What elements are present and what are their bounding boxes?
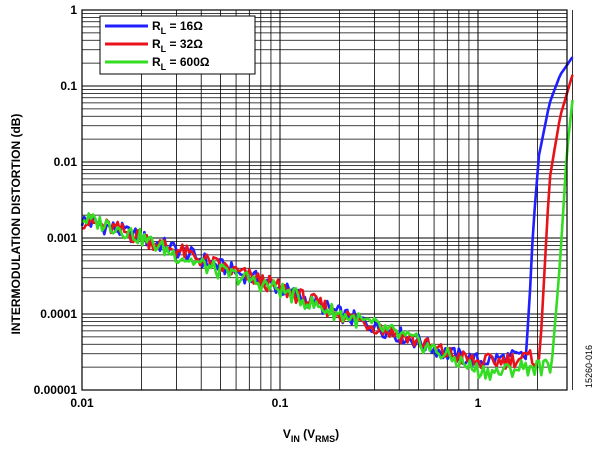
y-tick-label: 0.00001 (34, 383, 78, 397)
y-tick-label: 0.0001 (40, 307, 77, 321)
y-tick-label: 0.001 (47, 231, 77, 245)
y-tick-label: 0.01 (54, 155, 78, 169)
x-axis-title-paren-close: ) (335, 427, 339, 441)
x-axis-title-paren: (V (300, 427, 315, 441)
legend-label-rest: = 600Ω (166, 55, 210, 69)
y-axis-title: INTERMODULATION DISTORTION (dB) (9, 114, 23, 335)
x-tick-label: 1 (475, 396, 482, 410)
x-axis-title-paren-sub: RMS (315, 434, 335, 444)
figure-id: 15260-016 (584, 345, 594, 388)
legend-label-main: R (152, 37, 161, 51)
y-tick-label: 0.1 (60, 79, 77, 93)
legend-label-rest: = 16Ω (166, 19, 203, 33)
y-tick-label: 1 (70, 3, 77, 17)
legend-label-rest: = 32Ω (166, 37, 203, 51)
legend-label-main: R (152, 19, 161, 33)
x-tick-label: 0.01 (70, 396, 94, 410)
x-axis-title-sub: IN (291, 434, 300, 444)
x-tick-label: 0.1 (272, 396, 289, 410)
legend-label-main: R (152, 55, 161, 69)
x-axis-title-main: V (283, 427, 291, 441)
